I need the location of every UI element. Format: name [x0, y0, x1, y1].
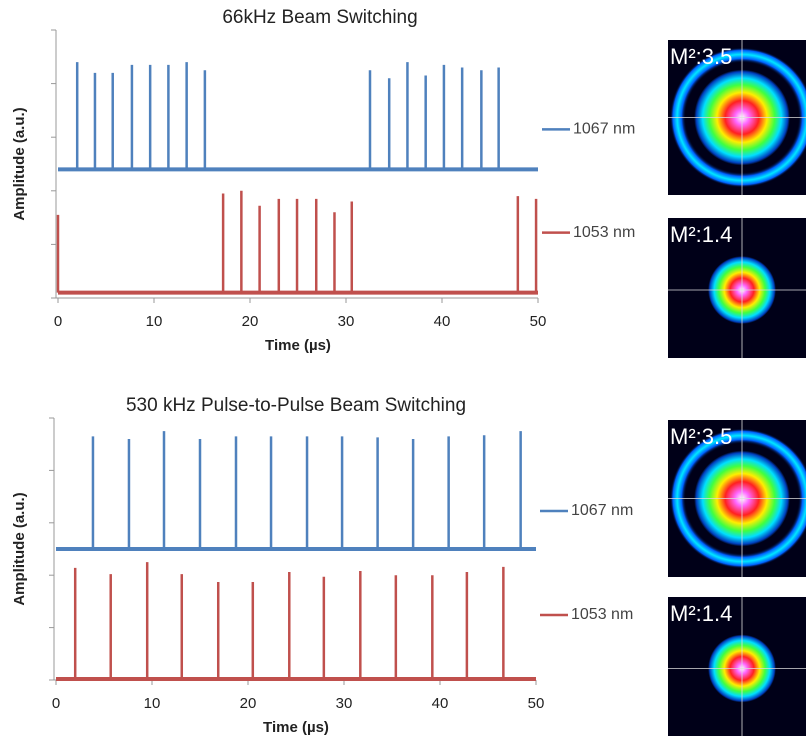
- x-tick-label: 40: [434, 313, 451, 330]
- x-tick-label: 20: [240, 695, 257, 712]
- beam-label: M²:1.4: [670, 601, 732, 626]
- beam-label: M²:1.4: [670, 222, 732, 247]
- chart-title: 66kHz Beam Switching: [222, 7, 417, 28]
- beam-label: M²:3.5: [670, 424, 732, 449]
- legend-label: 1067 nm: [573, 121, 635, 138]
- legend-label: 1067 nm: [571, 502, 633, 519]
- chart-title: 530 kHz Pulse-to-Pulse Beam Switching: [126, 395, 466, 416]
- x-tick-label: 30: [338, 313, 355, 330]
- x-tick-label: 0: [52, 695, 60, 712]
- x-tick-label: 10: [144, 695, 161, 712]
- x-tick-label: 40: [432, 695, 449, 712]
- x-axis-label: Time (µs): [263, 719, 329, 736]
- x-axis-label: Time (µs): [265, 337, 331, 354]
- x-tick-label: 30: [336, 695, 353, 712]
- x-tick-label: 10: [146, 313, 163, 330]
- beam-label: M²:3.5: [670, 44, 732, 69]
- figure: 66kHz Beam Switching 0 10 20 30 40 50 Time (µs)…: [0, 0, 806, 744]
- legend-label: 1053 nm: [571, 606, 633, 623]
- x-tick-label: 50: [530, 313, 547, 330]
- x-tick-label: 0: [54, 313, 62, 330]
- y-axis-label: Amplitude (a.u.): [11, 492, 28, 605]
- x-tick-label: 20: [242, 313, 259, 330]
- x-tick-label: 50: [528, 695, 545, 712]
- legend-label: 1053 nm: [573, 224, 635, 241]
- y-axis-label: Amplitude (a.u.): [11, 107, 28, 220]
